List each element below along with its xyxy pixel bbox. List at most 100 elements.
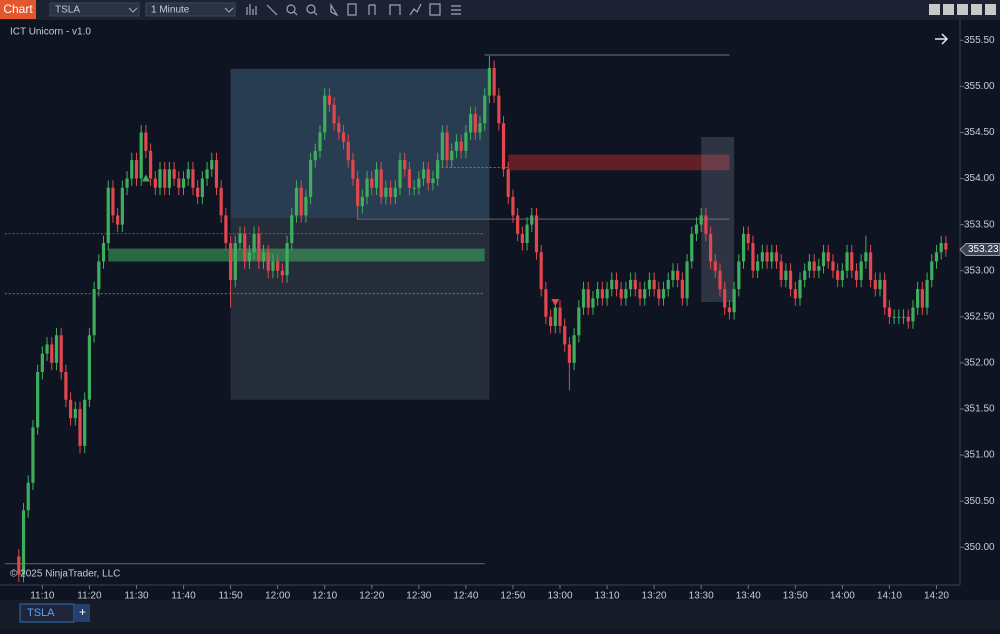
candle-body: [671, 270, 675, 280]
window-button[interactable]: [929, 4, 940, 15]
candle-body: [530, 215, 534, 225]
candle-body: [196, 187, 200, 197]
x-tick-label: 12:00: [265, 591, 290, 602]
candle-body: [252, 233, 256, 253]
candle-body: [224, 215, 228, 244]
x-tick-label: 11:30: [124, 591, 149, 602]
candle-body: [836, 270, 840, 280]
candle-body: [247, 252, 252, 262]
candle-body: [854, 270, 859, 280]
x-tick-label: 12:30: [406, 591, 431, 602]
candle-body: [308, 160, 313, 197]
candle-body: [544, 289, 548, 317]
candle-body: [497, 95, 501, 124]
candle-body: [384, 187, 388, 197]
x-tick-label: 13:40: [736, 591, 761, 602]
candle-body: [652, 279, 656, 290]
app-badge[interactable]: [0, 0, 36, 19]
x-tick-label: 14:00: [830, 591, 855, 602]
copyright: © 2025 NinjaTrader, LLC: [10, 569, 120, 580]
dropdown-arrow: [224, 7, 234, 13]
x-tick-label: 12:10: [312, 591, 337, 602]
candle-body: [690, 233, 694, 262]
candle-body: [407, 169, 412, 188]
window-button[interactable]: [971, 4, 982, 15]
y-tick-label: 350.00: [964, 542, 995, 553]
window-button[interactable]: [943, 4, 954, 15]
candle-body: [657, 289, 661, 299]
candle-body: [130, 160, 134, 179]
candle-body: [812, 261, 816, 271]
candle-body: [228, 243, 233, 280]
candle-body: [393, 187, 397, 197]
plot-area: [4, 54, 948, 583]
candle-body: [770, 252, 774, 262]
y-tick-label: 351.00: [964, 450, 995, 461]
candle-body: [525, 224, 529, 244]
add-tab[interactable]: [75, 604, 90, 622]
candle-body: [337, 123, 341, 133]
candle-body: [577, 307, 581, 336]
candle-body: [483, 95, 487, 124]
candle-body: [31, 427, 35, 483]
candle-body: [153, 178, 157, 188]
candle-body: [548, 316, 553, 327]
candle-body: [647, 279, 652, 290]
candle-body: [436, 160, 440, 179]
candle-body: [553, 307, 557, 327]
candle-body: [111, 187, 115, 216]
candle-body: [45, 344, 49, 354]
x-tick-label: 12:50: [500, 591, 525, 602]
candle-body: [501, 123, 506, 170]
x-tick-label: 12:40: [453, 591, 478, 602]
candle-body: [464, 132, 468, 151]
candle-body: [40, 353, 44, 373]
window-button[interactable]: [985, 4, 996, 15]
candle-body: [426, 169, 430, 184]
candle-body: [346, 141, 350, 161]
candle-body: [59, 335, 63, 373]
candle-body: [581, 289, 586, 308]
candle-body: [412, 187, 416, 189]
last-price-label: 353.23: [968, 244, 999, 255]
candle-body: [737, 261, 741, 290]
scroll-arrow[interactable]: [935, 33, 949, 45]
candle-body: [633, 279, 637, 290]
window-button[interactable]: [957, 4, 968, 15]
candle-body: [572, 335, 576, 363]
tool-icons[interactable]: [246, 2, 461, 17]
instrument-select[interactable]: [49, 2, 140, 17]
x-tick-label: 13:00: [547, 591, 572, 602]
candle-body: [92, 289, 96, 336]
candle-body: [54, 335, 59, 363]
candle-body: [920, 289, 924, 308]
candle-body: [930, 261, 934, 280]
candle-body: [563, 326, 567, 345]
zone: [108, 248, 485, 262]
candle-body: [478, 123, 482, 133]
candle-body: [558, 307, 562, 327]
candle-body: [892, 316, 896, 318]
candle-body: [840, 270, 844, 280]
candle-body: [440, 132, 444, 161]
add-tab-label: +: [79, 605, 86, 619]
indicator-label: ICT Unicorn - v1.0: [10, 27, 91, 38]
candle-body: [473, 114, 477, 133]
candle-body: [798, 279, 802, 299]
candle-body: [238, 233, 242, 244]
candle-body: [332, 104, 336, 124]
candle-body: [68, 399, 73, 419]
candle-body: [50, 344, 54, 363]
candle-body: [205, 169, 209, 179]
candle-body: [784, 270, 788, 280]
tab[interactable]: [19, 603, 75, 623]
candle-body: [431, 178, 435, 184]
y-tick-label: 352.50: [964, 311, 995, 322]
candle-body: [596, 289, 600, 299]
interval-select[interactable]: [145, 2, 236, 17]
candle-body: [139, 132, 143, 179]
candle-body: [459, 141, 463, 151]
candle-body: [911, 307, 915, 322]
candle-body: [388, 187, 393, 197]
